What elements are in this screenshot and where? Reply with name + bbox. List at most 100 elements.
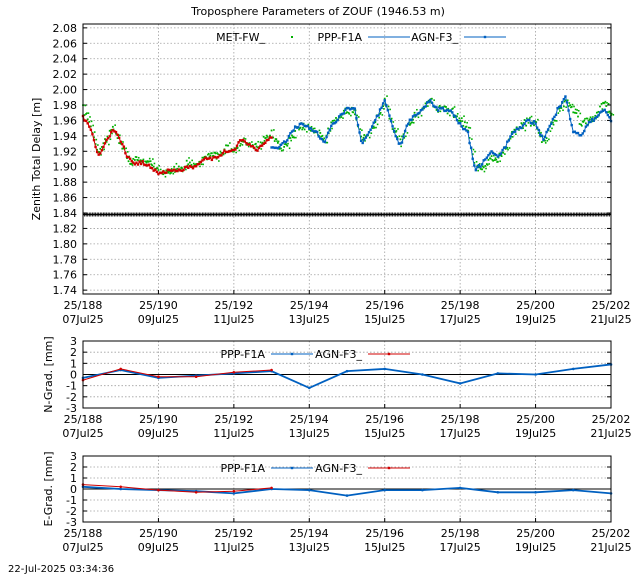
data-point <box>133 163 137 166</box>
data-point <box>277 140 280 143</box>
data-point <box>606 113 610 117</box>
data-point <box>215 157 218 160</box>
series-agn-f3- <box>81 483 273 494</box>
data-point <box>303 124 306 128</box>
data-point <box>563 100 566 103</box>
data-point <box>451 108 454 110</box>
data-point <box>584 125 588 128</box>
x-tick-date-label: 17Jul25 <box>440 313 481 326</box>
x-tick-date-label: 19Jul25 <box>515 427 556 440</box>
data-point <box>111 125 114 128</box>
data-point <box>170 168 173 170</box>
data-point <box>394 130 397 133</box>
data-point <box>380 106 383 110</box>
data-point <box>176 169 179 173</box>
data-point <box>238 139 242 142</box>
x-tick-date-label: 19Jul25 <box>515 541 556 554</box>
data-point <box>559 107 562 109</box>
data-point <box>185 159 188 162</box>
data-point <box>562 109 564 112</box>
data-point <box>155 167 158 170</box>
y-tick-label: 1.74 <box>53 284 78 297</box>
data-point <box>391 128 394 130</box>
y-tick-label: 1.90 <box>53 161 78 174</box>
data-point <box>482 159 485 162</box>
data-point <box>476 164 479 167</box>
x-tick-label: 25/196 <box>365 299 404 312</box>
data-point <box>119 487 123 491</box>
data-point <box>276 141 279 144</box>
data-point <box>353 107 357 110</box>
data-point <box>394 127 396 130</box>
data-point <box>353 109 355 111</box>
data-point <box>440 107 443 110</box>
data-point <box>84 119 88 123</box>
data-point <box>177 168 181 171</box>
series-line <box>82 368 272 381</box>
data-point <box>297 126 300 129</box>
data-point <box>515 133 517 136</box>
data-point <box>398 135 401 137</box>
data-point <box>204 156 207 159</box>
data-point <box>361 138 364 141</box>
data-point <box>493 154 495 157</box>
data-point <box>238 149 241 152</box>
data-point <box>99 147 102 150</box>
data-point <box>312 127 314 130</box>
data-point <box>375 114 379 118</box>
data-point <box>438 106 441 110</box>
data-point <box>232 370 236 374</box>
data-point <box>295 136 297 139</box>
data-point <box>246 143 250 146</box>
data-point <box>276 147 280 150</box>
data-point <box>121 147 124 150</box>
data-point <box>359 128 362 130</box>
data-point <box>572 130 575 134</box>
data-point <box>127 160 130 163</box>
x-tick-label: 25/194 <box>290 527 329 540</box>
data-point <box>430 97 433 100</box>
data-point <box>301 128 303 131</box>
data-point <box>363 134 366 136</box>
data-point <box>555 120 558 122</box>
data-point <box>446 112 449 115</box>
data-point <box>88 120 91 123</box>
data-point <box>579 134 583 137</box>
data-point <box>218 160 220 162</box>
data-point <box>121 142 124 146</box>
data-point <box>104 138 106 140</box>
data-point <box>605 111 608 114</box>
legend: PPP-F1A AGN-F3_ <box>221 348 410 361</box>
x-tick-date-label: 11Jul25 <box>213 427 254 440</box>
data-point <box>337 115 341 118</box>
data-point <box>504 147 507 150</box>
data-point <box>570 105 573 108</box>
data-point <box>490 150 493 153</box>
x-tick-date-label: 11Jul25 <box>213 313 254 326</box>
series-agn-f3- <box>81 367 273 382</box>
data-point <box>513 130 517 133</box>
y-tick-label: 1.86 <box>53 192 78 205</box>
data-point <box>420 114 423 117</box>
data-point <box>193 165 196 168</box>
data-point <box>499 160 501 163</box>
data-point <box>160 171 163 175</box>
data-point <box>500 154 502 157</box>
data-point <box>483 170 486 173</box>
data-point <box>260 144 264 147</box>
legend: PPP-F1A AGN-F3_ <box>221 462 410 475</box>
data-point <box>161 170 165 173</box>
data-point <box>443 105 446 108</box>
data-point <box>168 170 171 173</box>
data-point <box>97 144 99 146</box>
data-point <box>119 367 123 371</box>
data-point <box>479 167 482 170</box>
data-point <box>188 161 191 164</box>
data-point <box>92 124 94 127</box>
data-point <box>403 137 406 139</box>
data-point <box>461 120 464 122</box>
x-tick-label: 25/196 <box>365 413 404 426</box>
data-point <box>95 138 98 141</box>
data-point <box>544 142 547 144</box>
data-point <box>272 136 275 139</box>
